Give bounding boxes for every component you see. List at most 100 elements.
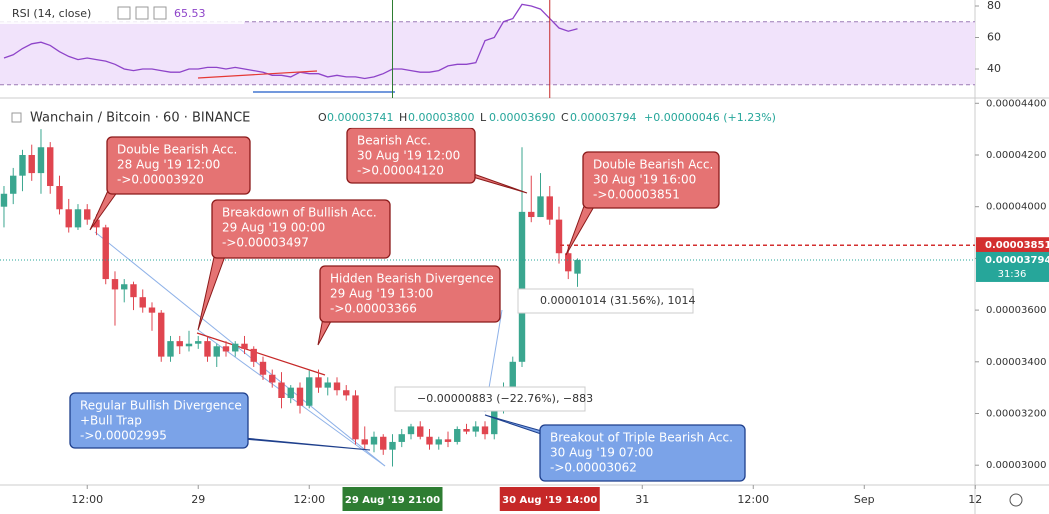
x-tick-label: 31 <box>635 493 649 506</box>
candle-body <box>84 209 91 220</box>
candle-body <box>472 426 479 432</box>
candle-body <box>481 426 489 435</box>
annotation-text: Regular Bullish Divergence <box>80 399 242 413</box>
trendline <box>197 329 386 467</box>
candle-body <box>250 348 257 362</box>
y-tick-label: 0.00003000 <box>986 460 1046 471</box>
annotation-text: Bearish Acc. <box>357 134 431 148</box>
annotation: Double Bearish Acc.28 Aug '19 12:00->0.0… <box>89 136 251 231</box>
candle-body <box>37 147 45 174</box>
candle-body <box>315 377 322 388</box>
icon <box>153 6 167 20</box>
annotation-text: Hidden Bearish Divergence <box>330 272 494 286</box>
annotation-text: ->0.00004120 <box>357 164 444 178</box>
candle-body <box>130 284 137 298</box>
candle-body <box>241 343 248 349</box>
change: +0.00000046 (+1.23%) <box>644 111 776 124</box>
level-tag-label: 0.00003851 <box>985 240 1049 251</box>
measure-box <box>394 386 586 412</box>
icon <box>117 6 131 20</box>
candle-body <box>435 439 442 445</box>
time-highlight-label: 30 Aug '19 14:00 <box>502 495 597 506</box>
candle-body <box>139 297 146 308</box>
candle-body <box>306 377 313 406</box>
rsi-tick-label: 40 <box>987 62 1001 75</box>
rsi-header-bg <box>0 2 244 24</box>
annotation-text: 30 Aug '19 07:00 <box>550 446 653 460</box>
icon <box>11 112 22 123</box>
annotation-text: 29 Aug '19 13:00 <box>330 287 433 301</box>
x-tick-label: 12:00 <box>737 493 769 506</box>
candle-body <box>380 436 387 450</box>
candle-body <box>296 387 304 406</box>
candle-body <box>65 209 72 228</box>
measure-label: −0.00000883 (−22.76%), −883 <box>417 392 593 405</box>
header-bg <box>0 106 790 128</box>
annotation-text: 30 Aug '19 16:00 <box>593 173 696 187</box>
candle-body <box>546 196 553 220</box>
ohlc-key: H <box>399 111 407 124</box>
ohlc-key: C <box>561 111 569 124</box>
candle-body <box>176 341 183 347</box>
annotation-text: Double Bearish Acc. <box>593 158 713 172</box>
candle-body <box>10 175 17 194</box>
time-highlight-label: 29 Aug '19 21:00 <box>345 495 440 506</box>
trendline <box>94 231 386 467</box>
ohlc-key: L <box>480 111 487 124</box>
candle-body <box>537 196 544 218</box>
candle-body <box>426 436 433 445</box>
y-tick-label: 0.00003200 <box>986 408 1046 419</box>
candle-body <box>47 147 54 187</box>
x-tick-label: 12 <box>968 493 982 506</box>
candle-body <box>509 361 516 388</box>
candle-body <box>167 341 174 357</box>
ohlc-value: 0.00003741 <box>327 111 393 124</box>
candle-body <box>148 307 156 313</box>
candle-body <box>19 154 26 176</box>
candle-body <box>352 395 359 440</box>
x-tick-label: 12:00 <box>293 493 325 506</box>
time-highlight <box>342 487 443 511</box>
annotation-text: Breakdown of Bullish Acc. <box>222 206 377 220</box>
rsi-line <box>3 3 578 80</box>
ohlc-key: O <box>318 111 327 124</box>
annotation-text: Breakout of Triple Bearish Acc. <box>550 431 733 445</box>
candle-body <box>278 382 285 398</box>
candle-body <box>287 387 294 398</box>
annotation-text: ->0.00002995 <box>80 429 167 443</box>
y-tick-label: 0.00004000 <box>986 202 1046 213</box>
candle-body <box>0 193 8 207</box>
annotation-text: 28 Aug '19 12:00 <box>117 158 220 172</box>
candle-body <box>565 253 572 272</box>
time-highlight <box>499 487 600 511</box>
candle-body <box>324 382 331 388</box>
annotation-box <box>69 392 249 449</box>
candle-body <box>343 390 350 396</box>
annotation-text: ->0.00003851 <box>593 188 680 202</box>
settings-icon[interactable] <box>1009 493 1023 507</box>
last-price-tag <box>976 251 1049 282</box>
annotation-box <box>539 424 746 482</box>
candle-body <box>222 346 230 352</box>
candle-body <box>102 227 109 280</box>
candle-body <box>417 426 424 437</box>
rsi-tick-label: 80 <box>987 0 1001 12</box>
y-tick-label: 0.00003600 <box>986 305 1046 316</box>
candle-body <box>398 434 405 442</box>
candle-body <box>232 343 239 352</box>
candle-body <box>444 439 452 442</box>
ohlc-header: O 0.00003741 H 0.00003800 L 0.00003690 C 0.0000… <box>318 111 776 124</box>
trendline <box>196 332 326 376</box>
candle-body <box>204 341 211 357</box>
measure-label: 0.00001014 (31.56%), 1014 <box>540 294 696 307</box>
annotation-text: ->0.00003497 <box>222 236 309 250</box>
rsi-tick-label: 60 <box>987 30 1001 43</box>
candle-body <box>185 343 193 347</box>
candle-body <box>121 284 128 290</box>
candle-body <box>111 279 119 290</box>
candle-body <box>463 429 470 432</box>
annotation-text: 29 Aug '19 00:00 <box>222 221 325 235</box>
candle-body <box>195 341 202 344</box>
